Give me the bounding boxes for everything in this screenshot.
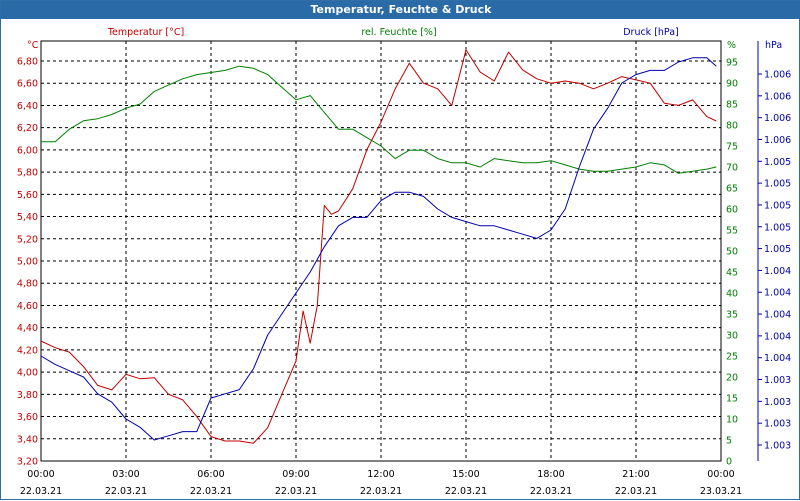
press-axis-label: Druck [hPa]: [623, 27, 679, 38]
temp-tick-label: 3,80: [17, 390, 38, 401]
hum-tick-label: 25: [726, 352, 738, 363]
x-tick-time: 06:00: [197, 469, 224, 480]
press-tick-label: 1.005: [764, 244, 791, 255]
press-tick-label: 1.005: [764, 157, 791, 168]
temp-tick-label: 4,00: [17, 368, 38, 379]
hum-tick-label: 45: [726, 268, 738, 279]
hum-tick-label: 10: [726, 415, 738, 426]
press-tick-label: 1.004: [764, 331, 791, 342]
press-tick-label: 1.004: [764, 310, 791, 321]
temperature-line: [40, 49, 717, 444]
temp-tick-label: 5,80: [17, 168, 38, 179]
temp-tick-label: 6,60: [17, 79, 38, 90]
press-tick-label: 1.004: [764, 266, 791, 277]
x-tick-date: 22.03.21: [190, 486, 232, 497]
x-tick-date: 22.03.21: [445, 486, 487, 497]
hum-tick-label: 30: [726, 331, 738, 342]
press-tick-label: 1.005: [764, 222, 791, 233]
press-tick-label: 1.006: [764, 135, 791, 146]
pressure-line: [40, 57, 717, 441]
hum-tick-label: 75: [726, 142, 738, 153]
press-tick-label: 1.003: [764, 375, 791, 386]
temp-tick-label: 4,80: [17, 279, 38, 290]
hum-tick-label: 55: [726, 226, 738, 237]
hum-tick-label: 80: [726, 121, 738, 132]
temp-tick-label: 5,40: [17, 212, 38, 223]
temp-axis-label: Temperatur [°C]: [107, 27, 184, 38]
temp-unit-label: °C: [27, 40, 39, 51]
hum-tick-label: 35: [726, 310, 738, 321]
x-tick-date: 22.03.21: [530, 486, 572, 497]
temp-tick-label: 5,00: [17, 257, 38, 268]
hum-tick-label: 15: [726, 394, 738, 405]
plot-border: [40, 40, 722, 462]
humidity-line: [41, 65, 717, 174]
temp-tick-label: 4,20: [17, 345, 38, 356]
hum-unit-label: %: [727, 40, 736, 51]
hum-tick-label: 95: [726, 58, 738, 69]
temp-tick-label: 5,60: [17, 190, 38, 201]
temp-tick-label: 4,60: [17, 301, 38, 312]
hum-tick-label: 20: [726, 373, 738, 384]
press-tick-label: 1.006: [764, 91, 791, 102]
x-tick-time: 21:00: [622, 469, 649, 480]
temp-tick-label: 3,20: [17, 457, 38, 468]
press-tick-label: 1.006: [764, 70, 791, 81]
press-tick-label: 1.005: [764, 179, 791, 190]
x-tick-time: 18:00: [537, 469, 564, 480]
x-tick-date: 22.03.21: [360, 486, 402, 497]
window-title: Temperatur, Feuchte & Druck: [1, 1, 800, 19]
x-tick-time: 00:00: [707, 469, 734, 480]
hum-tick-label: 70: [726, 163, 738, 174]
x-tick-date: 23.03.21: [700, 486, 742, 497]
temp-tick-label: 3,60: [17, 412, 38, 423]
x-tick-time: 03:00: [112, 469, 139, 480]
x-tick-date: 22.03.21: [615, 486, 657, 497]
x-tick-date: 22.03.21: [275, 486, 317, 497]
hum-tick-label: 85: [726, 100, 738, 111]
hum-tick-label: 50: [726, 247, 738, 258]
temp-tick-label: 6,80: [17, 57, 38, 68]
press-tick-label: 1.005: [764, 200, 791, 211]
press-tick-label: 1.006: [764, 113, 791, 124]
press-tick-label: 1.003: [764, 397, 791, 408]
x-tick-date: 22.03.21: [20, 486, 62, 497]
x-tick-time: 12:00: [367, 469, 394, 480]
hum-tick-label: 90: [726, 79, 738, 90]
temp-tick-label: 6,20: [17, 123, 38, 134]
press-tick-label: 1.003: [764, 419, 791, 430]
press-tick-label: 1.003: [764, 441, 791, 452]
x-tick-date: 22.03.21: [105, 486, 147, 497]
press-tick-label: 1.004: [764, 288, 791, 299]
x-tick-time: 09:00: [282, 469, 309, 480]
hum-tick-label: 40: [726, 289, 738, 300]
press-tick-label: 1.004: [764, 353, 791, 364]
hum-tick-label: 5: [726, 436, 732, 447]
temp-tick-label: 5,20: [17, 234, 38, 245]
press-unit-label: hPa: [765, 40, 782, 51]
temp-tick-label: 6,40: [17, 101, 38, 112]
hum-tick-label: 65: [726, 184, 738, 195]
x-tick-time: 00:00: [27, 469, 54, 480]
x-tick-time: 15:00: [452, 469, 479, 480]
temp-tick-label: 3,40: [17, 434, 38, 445]
temp-tick-label: 4,40: [17, 323, 38, 334]
hum-axis-label: rel. Feuchte [%]: [361, 27, 436, 38]
hum-tick-label: 60: [726, 205, 738, 216]
temp-tick-label: 6,00: [17, 145, 38, 156]
hum-tick-label: 0: [726, 457, 732, 468]
